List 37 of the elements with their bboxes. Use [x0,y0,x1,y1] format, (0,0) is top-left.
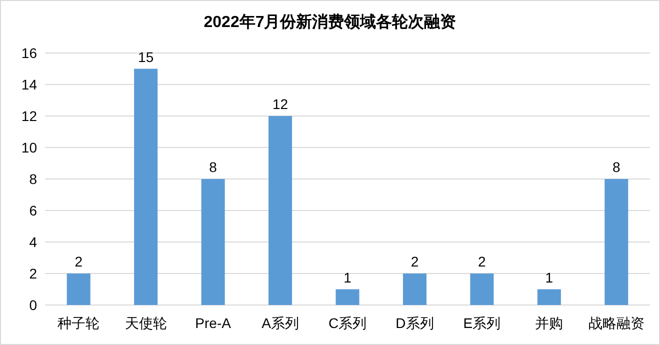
data-label: 12 [272,96,288,112]
data-label: 1 [344,269,352,286]
bar [402,274,426,305]
bar [134,68,158,305]
x-tick-label: E系列 [463,315,501,331]
data-label: 1 [545,269,554,286]
y-tick-label: 4 [29,234,38,250]
bar [604,179,628,305]
data-label: 2 [410,254,419,270]
bar [336,289,360,305]
x-tick-label: C系列 [328,315,367,331]
chart-title: 2022年7月份新消费领域各轮次融资 [204,13,456,31]
y-tick-label: 14 [21,76,38,92]
data-label: 2 [478,254,486,270]
data-label: 8 [612,159,620,175]
y-tick-label: 8 [29,171,38,187]
data-label: 8 [209,159,218,175]
y-tick-label: 6 [29,202,38,218]
x-tick-label: A系列 [262,315,299,331]
y-tick-label: 2 [29,266,38,282]
bar [66,274,90,305]
bar [268,116,292,305]
y-tick-label: 10 [21,140,38,156]
x-tick-label: 战略融资 [588,315,644,331]
bar [470,274,494,305]
bar [537,289,561,305]
y-tick-label: 0 [29,297,38,313]
x-tick-label: D系列 [396,315,434,331]
y-tick-label: 16 [21,45,38,61]
data-label: 2 [74,254,83,270]
bar [201,179,225,305]
data-label: 15 [138,48,154,65]
x-tick-label: 并购 [535,315,564,331]
x-tick-label: 种子轮 [58,315,100,331]
x-tick-label: Pre-A [195,315,232,331]
y-tick-label: 12 [21,108,38,124]
x-tick-label: 天使轮 [124,315,167,331]
